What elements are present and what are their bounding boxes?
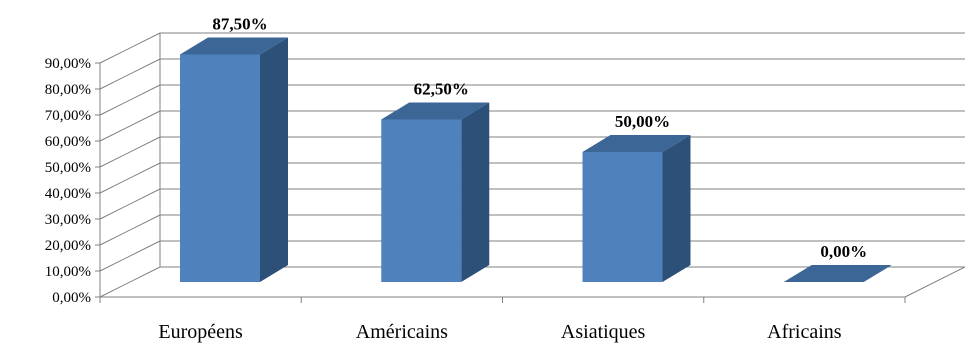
y-tick-label: 80,00%: [45, 82, 91, 98]
wall-gridline: [99, 32, 161, 64]
x-axis-tick-labels: Européens Américains Asiatiques Africains: [158, 321, 841, 343]
wall-gridline: [99, 240, 161, 272]
bar-front-face: [582, 152, 663, 282]
bar-européens: [180, 37, 288, 282]
wall-gridline: [99, 110, 161, 142]
wall-gridline: [99, 266, 161, 298]
bar-américains: [381, 102, 490, 282]
y-tick-label: 0,00%: [52, 290, 91, 306]
bar-top-face: [180, 37, 288, 55]
wall-gridline: [99, 188, 161, 220]
bar-asiatiques: [582, 135, 691, 282]
wall-gridline: [99, 162, 161, 194]
y-tick-label: 50,00%: [45, 160, 91, 176]
bar-front-face: [381, 119, 462, 282]
bar-side-face: [260, 37, 288, 282]
floor-right-edge: [904, 266, 965, 298]
y-tick-label: 60,00%: [45, 134, 91, 150]
bar-top-face: [783, 265, 892, 282]
y-tick-label: 30,00%: [45, 212, 91, 228]
wall-gridline: [99, 214, 161, 246]
x-tick-label: Africains: [767, 321, 842, 343]
data-labels: 87,50% 62,50% 50,00% 0,00%: [212, 15, 867, 262]
y-tick-label: 40,00%: [45, 186, 91, 202]
bar-side-face: [662, 135, 691, 282]
bar-side-face: [461, 102, 490, 282]
x-tick-label: Européens: [158, 321, 243, 343]
y-tick-label: 90,00%: [45, 56, 91, 72]
data-label: 87,50%: [212, 15, 267, 34]
y-axis-tick-labels: 0,00% 10,00% 20,00% 30,00% 40,00% 50,00% 60,00…: [45, 56, 91, 306]
gridlines: [99, 32, 965, 298]
bar-top-face: [381, 102, 490, 120]
x-tick-label: Asiatiques: [561, 321, 646, 343]
data-label: 62,50%: [414, 80, 469, 99]
y-tick-label: 10,00%: [45, 264, 91, 280]
bar-top-face: [582, 135, 691, 152]
x-tick-label: Américains: [356, 321, 448, 343]
bars: [180, 37, 892, 282]
y-tick-label: 70,00%: [45, 108, 91, 124]
data-label: 0,00%: [820, 242, 867, 261]
data-label: 50,00%: [615, 112, 670, 131]
wall-gridline: [99, 58, 161, 90]
y-tick-label: 20,00%: [45, 238, 91, 254]
bar-front-face: [180, 54, 260, 282]
wall-gridline: [99, 136, 161, 168]
bar-africains: [783, 265, 892, 282]
wall-gridline: [99, 84, 161, 116]
axes: [95, 33, 965, 303]
